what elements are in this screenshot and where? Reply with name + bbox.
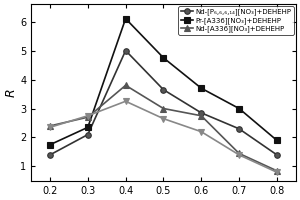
Pr-[A336][NO₃]+DEHEHP — [162, 57, 165, 59]
Pr-[A336][NO₃]+DEHEHP — [275, 139, 279, 142]
Pr-[A336][NO₃]+DEHEHP — [124, 17, 128, 20]
Nd-[A336][NO₃]+DEHEHP — [275, 170, 279, 172]
Nd-[A336][NO₃]+DEHEHP — [237, 152, 241, 155]
Nd-[P₆,₆,₆,₁₄][NO₃]+DEHEHP — [124, 49, 128, 52]
Nd-[A336][NO₃]+DEHEHP — [124, 84, 128, 87]
Nd-[P₆,₆,₆,₁₄][NO₃]+DEHEHP — [200, 112, 203, 114]
Nd-[P₆,₆,₆,₁₄][NO₃]+DEHEHP — [275, 154, 279, 156]
Pr-[A336][NO₃]+DEHEHP — [200, 87, 203, 89]
Pr-[A336][NO₃]+DEHEHP — [48, 144, 52, 146]
Line: Nd-[A336][NO₃]+DEHEHP: Nd-[A336][NO₃]+DEHEHP — [47, 83, 280, 174]
Nd-[A336][NO₃]+DEHEHP — [48, 125, 52, 127]
Legend: Nd-[P₆,₆,₆,₁₄][NO₃]+DEHEHP, Pr-[A336][NO₃]+DEHEHP, Nd-[A336][NO₃]+DEHEHP: Nd-[P₆,₆,₆,₁₄][NO₃]+DEHEHP, Pr-[A336][NO… — [178, 6, 294, 35]
Nd-[P₆,₆,₆,₁₄][NO₃]+DEHEHP — [86, 133, 90, 136]
Nd-[P₆,₆,₆,₁₄][NO₃]+DEHEHP — [237, 128, 241, 130]
Nd-[P₆,₆,₆,₁₄][NO₃]+DEHEHP — [48, 154, 52, 156]
Nd-[P₆,₆,₆,₁₄][NO₃]+DEHEHP — [162, 88, 165, 91]
Line: Pr-[A336][NO₃]+DEHEHP: Pr-[A336][NO₃]+DEHEHP — [47, 16, 280, 148]
Nd-[A336][NO₃]+DEHEHP — [86, 116, 90, 118]
Pr-[A336][NO₃]+DEHEHP — [86, 126, 90, 129]
Nd-[A336][NO₃]+DEHEHP — [162, 107, 165, 110]
Y-axis label: R: R — [4, 88, 17, 97]
Line: Nd-[P₆,₆,₆,₁₄][NO₃]+DEHEHP: Nd-[P₆,₆,₆,₁₄][NO₃]+DEHEHP — [47, 48, 280, 158]
Nd-[A336][NO₃]+DEHEHP — [200, 115, 203, 117]
Pr-[A336][NO₃]+DEHEHP — [237, 107, 241, 110]
